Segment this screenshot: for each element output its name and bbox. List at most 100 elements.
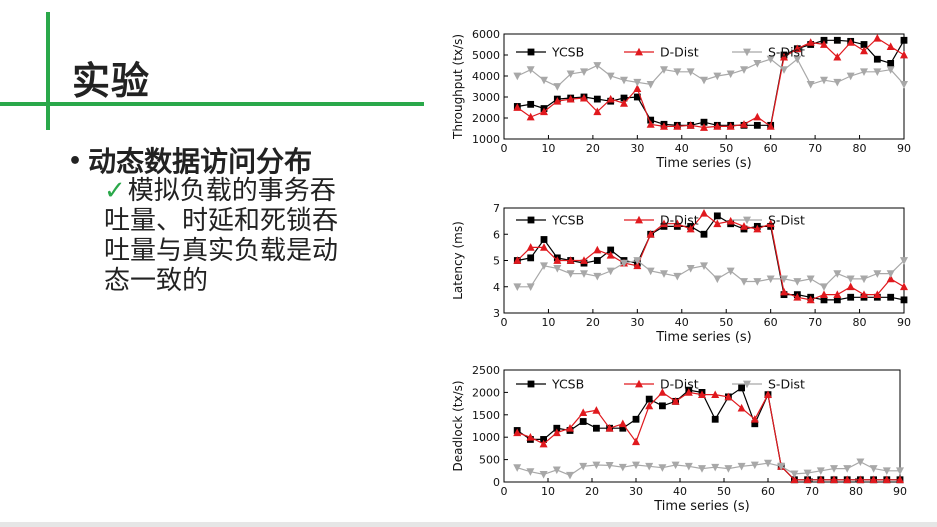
y-tick-label: 2500 (472, 364, 500, 377)
data-point (513, 256, 522, 264)
data-point (606, 94, 615, 103)
data-point (579, 462, 588, 471)
y-tick-label: 5000 (472, 49, 500, 62)
data-point (900, 282, 908, 291)
data-point (806, 38, 815, 46)
data-point (886, 66, 895, 74)
accent-horizontal-bar (0, 102, 424, 106)
data-point (553, 264, 562, 273)
data-point (766, 275, 775, 284)
data-point (793, 293, 802, 301)
data-point (780, 52, 788, 61)
data-point (645, 462, 654, 471)
data-point (790, 475, 799, 484)
x-tick-label: 30 (629, 485, 643, 498)
y-tick-label: 500 (479, 454, 500, 467)
data-point (606, 251, 615, 259)
data-point (647, 116, 655, 124)
data-point (873, 68, 882, 76)
legend-label: S-Dist (768, 45, 805, 60)
data-point (820, 290, 828, 299)
x-axis-label: Time series (s) (655, 330, 752, 345)
data-point (896, 475, 904, 484)
data-point (579, 418, 587, 425)
data-point (620, 259, 628, 268)
data-point (580, 256, 588, 264)
sub-bullet: ✓模拟负载的事务吞吐量、时延和死锁吞吐量与真实负载是动态一致的 (104, 176, 344, 296)
data-point (527, 100, 535, 108)
x-tick-label: 40 (675, 142, 689, 155)
legend: YCSB D-Dist S-Dist (516, 377, 805, 392)
data-point (552, 466, 561, 475)
data-point (566, 424, 574, 432)
data-point (526, 112, 535, 121)
x-axis-label: Time series (s) (653, 499, 750, 514)
x-tick-label: 50 (717, 485, 731, 498)
data-point (700, 230, 708, 238)
data-point (593, 245, 602, 254)
data-point (846, 72, 855, 81)
data-point (593, 272, 602, 281)
series-d-dist (513, 34, 908, 131)
data-point (633, 78, 642, 87)
data-point (753, 278, 762, 286)
data-point (684, 388, 693, 396)
y-tick-label: 6000 (472, 28, 500, 41)
data-point (553, 256, 562, 264)
data-point (777, 462, 786, 471)
data-point (833, 296, 841, 304)
data-point (607, 246, 615, 254)
data-point (526, 433, 535, 441)
data-point (633, 93, 641, 101)
data-point (740, 120, 748, 128)
check-icon: ✓ (104, 176, 126, 206)
x-tick-label: 60 (764, 142, 778, 155)
data-point (566, 471, 574, 480)
data-point (793, 55, 802, 64)
data-point (660, 219, 668, 228)
y-tick-label: 5 (493, 255, 500, 268)
legend-marker (743, 216, 751, 225)
x-tick-label: 0 (501, 316, 508, 329)
y-tick-label: 2000 (472, 112, 500, 125)
data-point (698, 465, 706, 473)
slide-title: 实验 (72, 59, 151, 103)
data-point (843, 465, 852, 473)
x-tick-label: 90 (897, 316, 911, 329)
data-point (593, 62, 602, 70)
data-point (633, 261, 642, 270)
legend: YCSB D-Dist S-Dist (516, 45, 805, 60)
data-point (711, 463, 720, 472)
data-point (632, 415, 640, 423)
data-point (646, 120, 655, 128)
data-point (820, 283, 828, 291)
data-point (806, 295, 815, 304)
data-point (686, 121, 695, 129)
data-point (830, 475, 838, 484)
data-point (726, 216, 735, 225)
data-point (620, 94, 628, 102)
data-point (539, 470, 548, 479)
data-point (686, 224, 695, 233)
data-point (750, 415, 759, 423)
data-point (860, 46, 868, 55)
data-point (793, 278, 802, 286)
data-point (606, 267, 615, 276)
data-point (833, 270, 842, 278)
series-d-dist (513, 388, 904, 484)
x-axis-label: Time series (s) (655, 156, 752, 171)
bullet-dot-icon: • (68, 149, 83, 174)
data-point (869, 475, 878, 484)
data-point (846, 275, 855, 284)
data-point (526, 283, 535, 291)
data-point (846, 282, 855, 291)
data-point (860, 290, 868, 299)
data-point (737, 462, 746, 471)
legend-label: D-Dist (660, 377, 699, 392)
x-tick-label: 30 (630, 316, 644, 329)
data-point (605, 424, 614, 432)
data-point (513, 283, 522, 291)
data-point (726, 70, 735, 79)
data-point (843, 475, 852, 484)
legend-marker (527, 216, 535, 224)
